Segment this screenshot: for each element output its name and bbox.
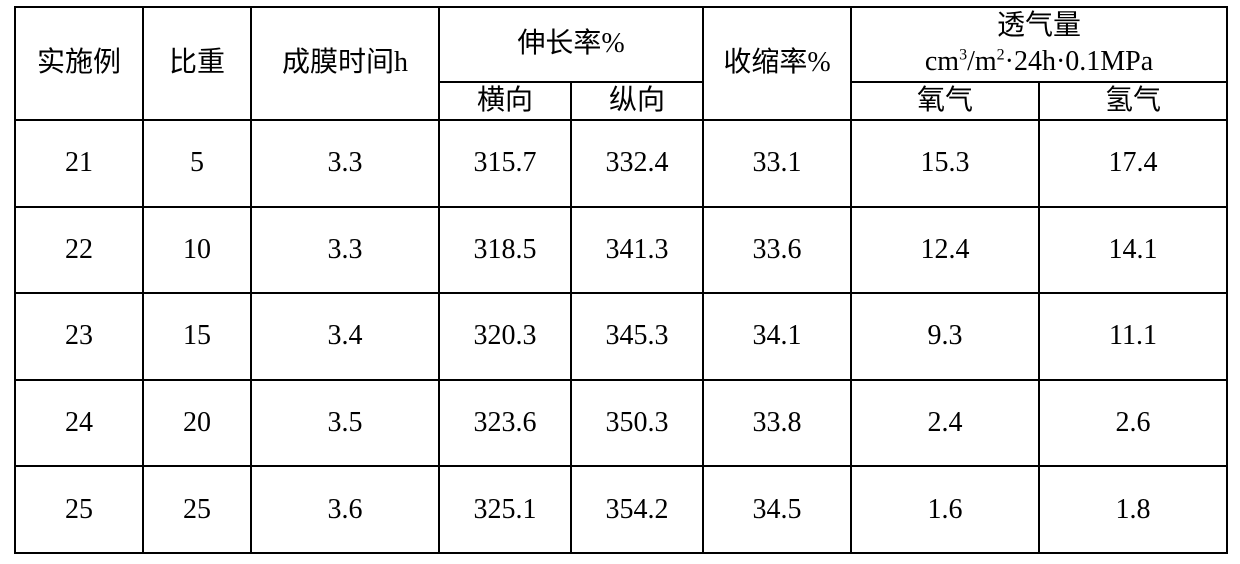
permeability-label-line2: cm3/m2·24h·0.1MPa — [925, 46, 1153, 77]
cell-shrinkage: 33.6 — [703, 207, 851, 294]
cell-sg: 15 — [143, 293, 251, 380]
cell-example: 23 — [15, 293, 143, 380]
table-row: 23 15 3.4 320.3 345.3 34.1 9.3 11.1 — [15, 293, 1227, 380]
cell-elong-v: 341.3 — [571, 207, 703, 294]
cell-sg: 10 — [143, 207, 251, 294]
cell-elong-h: 320.3 — [439, 293, 571, 380]
page-container: 实施例 比重 成膜时间h 伸长率% 收缩率% 透气量 cm3/m2·24h·0.… — [0, 0, 1240, 564]
cell-shrinkage: 34.5 — [703, 466, 851, 553]
table-header: 实施例 比重 成膜时间h 伸长率% 收缩率% 透气量 cm3/m2·24h·0.… — [15, 7, 1227, 120]
cell-elong-v: 354.2 — [571, 466, 703, 553]
col-example: 实施例 — [15, 7, 143, 120]
cell-elong-v: 332.4 — [571, 120, 703, 207]
cell-sg: 20 — [143, 380, 251, 467]
table-row: 21 5 3.3 315.7 332.4 33.1 15.3 17.4 — [15, 120, 1227, 207]
col-shrinkage: 收缩率% — [703, 7, 851, 120]
header-row-1: 实施例 比重 成膜时间h 伸长率% 收缩率% 透气量 cm3/m2·24h·0.… — [15, 7, 1227, 82]
cell-elong-h: 323.6 — [439, 380, 571, 467]
table-row: 24 20 3.5 323.6 350.3 33.8 2.4 2.6 — [15, 380, 1227, 467]
col-elongation-vertical: 纵向 — [571, 82, 703, 120]
cell-filmtime: 3.3 — [251, 120, 439, 207]
cell-elong-v: 350.3 — [571, 380, 703, 467]
cell-perm-h2: 11.1 — [1039, 293, 1227, 380]
col-permeability-hydrogen: 氢气 — [1039, 82, 1227, 120]
cell-example: 24 — [15, 380, 143, 467]
cell-perm-o2: 2.4 — [851, 380, 1039, 467]
cell-example: 22 — [15, 207, 143, 294]
cell-shrinkage: 33.1 — [703, 120, 851, 207]
col-permeability-group: 透气量 cm3/m2·24h·0.1MPa — [851, 7, 1227, 82]
cell-sg: 5 — [143, 120, 251, 207]
cell-filmtime: 3.5 — [251, 380, 439, 467]
cell-elong-h: 315.7 — [439, 120, 571, 207]
cell-perm-o2: 15.3 — [851, 120, 1039, 207]
cell-filmtime: 3.4 — [251, 293, 439, 380]
cell-perm-o2: 9.3 — [851, 293, 1039, 380]
col-specific-gravity: 比重 — [143, 7, 251, 120]
cell-shrinkage: 34.1 — [703, 293, 851, 380]
permeability-label-line1: 透气量 — [997, 10, 1081, 41]
table-row: 25 25 3.6 325.1 354.2 34.5 1.6 1.8 — [15, 466, 1227, 553]
cell-elong-h: 318.5 — [439, 207, 571, 294]
cell-perm-h2: 1.8 — [1039, 466, 1227, 553]
cell-example: 21 — [15, 120, 143, 207]
col-film-time: 成膜时间h — [251, 7, 439, 120]
cell-sg: 25 — [143, 466, 251, 553]
cell-example: 25 — [15, 466, 143, 553]
cell-shrinkage: 33.8 — [703, 380, 851, 467]
col-permeability-oxygen: 氧气 — [851, 82, 1039, 120]
cell-perm-h2: 2.6 — [1039, 380, 1227, 467]
col-elongation-group: 伸长率% — [439, 7, 703, 82]
cell-perm-h2: 17.4 — [1039, 120, 1227, 207]
cell-filmtime: 3.6 — [251, 466, 439, 553]
cell-perm-o2: 1.6 — [851, 466, 1039, 553]
cell-filmtime: 3.3 — [251, 207, 439, 294]
table-row: 22 10 3.3 318.5 341.3 33.6 12.4 14.1 — [15, 207, 1227, 294]
cell-elong-h: 325.1 — [439, 466, 571, 553]
cell-perm-h2: 14.1 — [1039, 207, 1227, 294]
col-elongation-horizontal: 横向 — [439, 82, 571, 120]
data-table: 实施例 比重 成膜时间h 伸长率% 收缩率% 透气量 cm3/m2·24h·0.… — [14, 6, 1228, 554]
table-body: 21 5 3.3 315.7 332.4 33.1 15.3 17.4 22 1… — [15, 120, 1227, 553]
cell-perm-o2: 12.4 — [851, 207, 1039, 294]
cell-elong-v: 345.3 — [571, 293, 703, 380]
